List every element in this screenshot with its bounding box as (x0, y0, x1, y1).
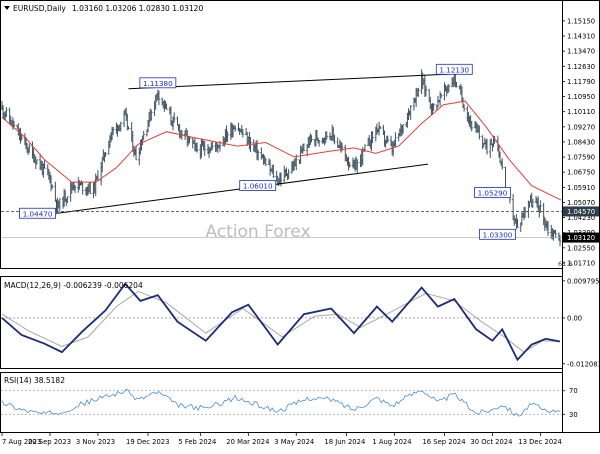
annotation-label: 1.05290 (478, 188, 508, 197)
price-tick-label: 1.10110 (567, 108, 595, 116)
dropdown-triangle-icon[interactable] (4, 6, 10, 10)
price-tick-label: 1.15150 (567, 17, 595, 25)
price-tick-label: 1.09270 (567, 123, 595, 131)
price-tick-label: 1.08430 (567, 138, 595, 146)
price-panel (0, 0, 563, 269)
annotation-label: 1.04470 (23, 209, 53, 218)
price-tick-label: 1.06750 (567, 169, 595, 177)
annotation-label: 1.06010 (243, 182, 273, 191)
macd-axis: 0.009795 0.00 -0.012081 (562, 277, 600, 368)
annotation-label: 1.11380 (143, 79, 173, 88)
price-axis: 1.15150 1.14310 1.13470 1.12630 1.11790 1.109… (562, 17, 599, 267)
price-ohlc-readout: 1.03160 1.03206 1.02830 1.03120 (72, 4, 203, 13)
fib-label: 61.8 (558, 260, 572, 268)
rsi-axis: 70 30 (562, 387, 578, 419)
macd-tick-label: -0.012081 (567, 360, 600, 368)
price-tick-label: 1.02550 (567, 244, 595, 252)
trendline-upper (128, 72, 471, 90)
date-tick-label: 18 Jun 2024 (324, 438, 365, 446)
annotation-box (474, 187, 511, 198)
price-bars (0, 68, 562, 247)
price-tick-label: 1.04230 (567, 214, 595, 222)
date-tick-label: 7 Aug 2023 (2, 438, 41, 446)
date-tick-label: 5 Feb 2024 (178, 438, 216, 446)
macd-tick-label: 0.009795 (567, 277, 599, 285)
price-tick-label: 1.07590 (567, 154, 595, 162)
date-tick-label: 19 Dec 2023 (126, 438, 169, 446)
macd-panel-title: MACD(12,26,9) -0.006239 -0.006204 (4, 281, 143, 290)
last-price-label-bg (563, 232, 599, 243)
date-tick-label: 3 May 2024 (274, 438, 314, 446)
level-price-label: 1.04570 (567, 208, 595, 216)
macd-tick-label: 0.00 (567, 314, 582, 322)
price-annotations: 1.04470 1.11380 1.06010 1.12130 1.05290 1.033… (19, 63, 572, 268)
annotation-box (19, 207, 56, 219)
macd-signal-line (1, 290, 561, 353)
price-tick-label: 1.11790 (567, 78, 595, 86)
date-tick-label: 30 Oct 2024 (470, 438, 512, 446)
level-price-label-bg (563, 206, 599, 217)
rsi-tick-label: 70 (569, 387, 578, 395)
date-tick-label: 20 Sep 2023 (28, 438, 71, 446)
price-panel-title: EURUSD,Daily (13, 4, 66, 13)
price-tick-label: 1.05910 (567, 184, 595, 192)
macd-lines (1, 282, 562, 362)
annotation-box (239, 180, 277, 191)
annotation-label: 1.03300 (483, 230, 513, 239)
price-tick-label: 1.05070 (567, 199, 595, 207)
macd-line (1, 282, 561, 362)
date-tick-label: 20 Mar 2024 (226, 438, 269, 446)
date-tick-label: 3 Nov 2023 (76, 438, 115, 446)
watermark: Action Forex (205, 222, 310, 242)
date-tick-label: 13 Dec 2024 (518, 438, 561, 446)
moving-average-line (1, 100, 562, 201)
last-price-label: 1.03120 (567, 234, 595, 242)
price-overlays (1, 72, 562, 238)
annotation-box (139, 77, 177, 89)
macd-panel (0, 276, 563, 369)
rsi-panel (0, 372, 563, 433)
price-tick-label: 1.12630 (567, 63, 595, 71)
annotation-box (435, 63, 473, 75)
price-tick-label: 1.14310 (567, 33, 595, 41)
price-tick-label: 1.13470 (567, 48, 595, 56)
rsi-tick-label: 30 (569, 411, 578, 419)
date-tick-label: 16 Sep 2024 (422, 438, 465, 446)
price-tick-label: 1.01710 (567, 259, 595, 267)
rsi-panel-title: RSI(14) 38.5182 (4, 376, 65, 385)
date-tick-label: 1 Aug 2024 (372, 438, 411, 446)
rsi-lines (1, 388, 562, 417)
price-tick-label: 1.10950 (567, 93, 595, 101)
annotation-label: 1.12130 (439, 65, 469, 74)
annotation-box (479, 228, 516, 240)
rsi-line (1, 388, 561, 417)
